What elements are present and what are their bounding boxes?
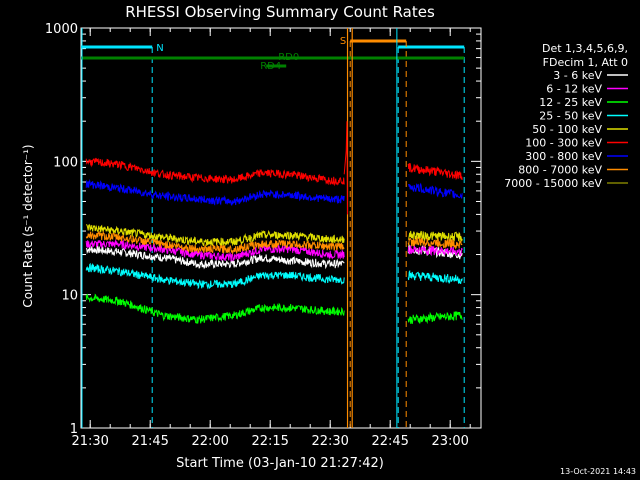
series-line bbox=[407, 236, 463, 250]
plot-axes: 21:30 21:45 22:00 22:15 22:30 22:45 23:00 1 10 10… bbox=[45, 22, 482, 449]
legend-label: 7000 - 15000 keV bbox=[504, 177, 602, 190]
series-line bbox=[407, 269, 463, 285]
x-tick-label: 22:45 bbox=[371, 434, 408, 449]
legend-label: 6 - 12 keV bbox=[546, 83, 602, 96]
series-group bbox=[85, 121, 463, 325]
x-tick-label: 22:30 bbox=[311, 434, 348, 449]
series-line bbox=[407, 163, 463, 181]
y-tick-label: 1000 bbox=[45, 22, 78, 37]
x-tick-label: 23:00 bbox=[431, 434, 468, 449]
series-line bbox=[85, 238, 345, 262]
series-line bbox=[407, 245, 463, 257]
chart-title: RHESSI Observing Summary Count Rates bbox=[125, 3, 435, 21]
y-tick-label: 100 bbox=[53, 155, 78, 170]
flag-label-rd0: RD0 bbox=[278, 52, 299, 63]
legend-label: 25 - 50 keV bbox=[539, 110, 602, 123]
legend-label: 800 - 7000 keV bbox=[518, 164, 602, 177]
series-line bbox=[85, 178, 345, 207]
y-tick-label: 1 bbox=[70, 422, 78, 437]
series-line bbox=[86, 223, 345, 248]
legend-label: 3 - 6 keV bbox=[553, 69, 602, 82]
x-axis-label: Start Time (03-Jan-10 21:27:42) bbox=[176, 456, 384, 471]
legend-header-1: Det 1,3,4,5,6,9, bbox=[542, 42, 628, 55]
series-line bbox=[408, 182, 463, 199]
series-line bbox=[85, 262, 345, 290]
legend-label: 50 - 100 keV bbox=[532, 123, 602, 136]
y-tick-label: 10 bbox=[61, 289, 78, 304]
legend: Det 1,3,4,5,6,9, FDecim 1, Att 0 3 - 6 k… bbox=[504, 42, 628, 190]
series-line bbox=[85, 230, 345, 255]
plot-frame bbox=[80, 27, 482, 429]
series-line bbox=[85, 293, 345, 324]
legend-label: 100 - 300 keV bbox=[525, 137, 602, 150]
x-tick-label: 22:15 bbox=[251, 434, 288, 449]
series-line bbox=[407, 311, 463, 325]
y-axis-label: Count Rate (s⁻¹ detector⁻¹) bbox=[21, 144, 35, 307]
legend-label: 12 - 25 keV bbox=[539, 96, 602, 109]
legend-label: 300 - 800 keV bbox=[525, 150, 602, 163]
flare-spike bbox=[343, 121, 348, 215]
timestamp: 13-Oct-2021 14:43 bbox=[560, 467, 636, 476]
flag-label-n: N bbox=[156, 43, 163, 54]
x-tick-label: 21:30 bbox=[71, 434, 108, 449]
x-tick-label: 22:00 bbox=[191, 434, 228, 449]
series-line bbox=[85, 157, 345, 187]
flag-label-s: S bbox=[340, 36, 346, 47]
x-tick-label: 21:45 bbox=[131, 434, 168, 449]
flag-label-rd4: RD4 bbox=[260, 61, 281, 72]
legend-header-2: FDecim 1, Att 0 bbox=[543, 56, 628, 69]
series-line bbox=[85, 245, 345, 270]
